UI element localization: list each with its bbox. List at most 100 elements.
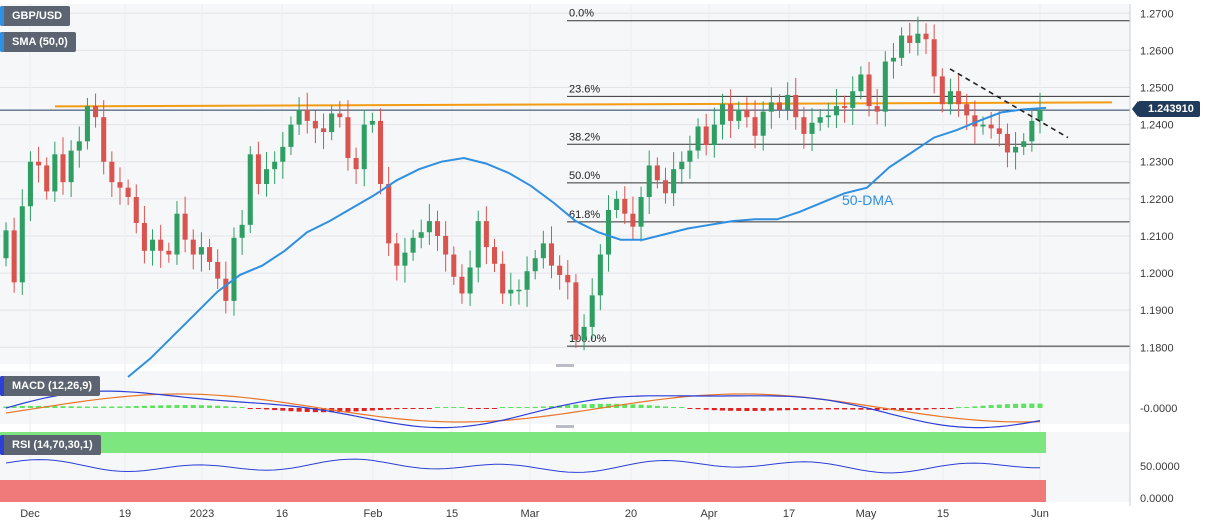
candle-body: [996, 128, 1002, 134]
y-tick-label: 1.2600: [1140, 45, 1174, 57]
macd-hist-bar: [76, 406, 82, 408]
candle-body: [833, 106, 839, 116]
x-tick-label: May: [856, 508, 877, 520]
candle-body: [622, 198, 628, 214]
candle-body: [899, 35, 905, 58]
macd-hist-bar: [215, 405, 221, 408]
candle-body: [874, 106, 880, 112]
macd-hist-bar: [809, 408, 815, 410]
candle-body: [793, 94, 799, 118]
resistance-line: [54, 101, 1113, 108]
candle-body: [907, 35, 913, 43]
candle-body: [272, 161, 278, 170]
macd-hist-bar: [939, 408, 945, 409]
macd-hist-bar: [825, 408, 831, 410]
y-tick-label: 1.2200: [1140, 194, 1174, 206]
candle-body: [483, 221, 489, 248]
candle-body: [1029, 120, 1035, 142]
macd-hist-bar: [84, 406, 90, 408]
candle-body: [117, 182, 123, 188]
sma-label[interactable]: SMA (50,0): [0, 32, 76, 52]
sma-text: SMA (50,0): [12, 36, 68, 48]
macd-hist-bar: [915, 408, 921, 410]
candle-body: [304, 109, 310, 121]
x-tick-label: 15: [446, 508, 458, 520]
macd-hist-bar: [662, 406, 669, 408]
macd-hist-bar: [353, 408, 359, 412]
candle-body: [866, 74, 872, 107]
macd-hist-bar: [874, 408, 880, 410]
macd-hist-bar: [654, 405, 660, 408]
candle-body: [141, 222, 147, 251]
macd-hist-bar: [11, 406, 17, 408]
macd-hist-bar: [548, 406, 555, 408]
macd-hist-bar: [207, 405, 213, 408]
macd-hist-bar: [52, 406, 58, 408]
candle-body: [1037, 109, 1043, 121]
rsi-level-label: 50.0000: [1140, 461, 1180, 473]
candle-body: [939, 76, 945, 105]
candle-body: [296, 109, 302, 125]
macd-hist-bar: [597, 403, 603, 408]
macd-hist-bar: [931, 408, 937, 410]
candle-body: [605, 209, 612, 255]
macd-hist-bar: [947, 408, 953, 409]
candle-body: [850, 91, 856, 108]
macd-hist-bar: [882, 408, 888, 411]
candle-body: [817, 117, 823, 123]
candle-body: [329, 113, 335, 133]
candle-body: [491, 247, 498, 264]
macd-hist-bar: [638, 404, 644, 408]
candle-body: [825, 115, 831, 118]
candle-body: [166, 250, 172, 255]
candle-body: [280, 146, 286, 162]
macd-hist-bar: [1021, 403, 1027, 408]
symbol-label[interactable]: GBP/USD: [0, 6, 71, 26]
macd-hist-bar: [1037, 403, 1043, 408]
macd-hist-bar: [671, 407, 677, 408]
candle-body: [964, 104, 970, 116]
x-tick-label: Feb: [364, 508, 383, 520]
candle-body: [760, 111, 766, 136]
macd-hist-bar: [744, 408, 750, 411]
macd-hist-bar: [68, 406, 74, 408]
macd-hist-bar: [109, 406, 115, 408]
macd-hist-bar: [223, 406, 229, 408]
candle-body: [312, 120, 318, 129]
macd-hist-bar: [1013, 403, 1019, 408]
candle-body: [679, 161, 685, 170]
candle-body: [776, 102, 782, 110]
candle-body: [931, 39, 937, 77]
candle-body: [264, 169, 270, 184]
candle-body: [418, 232, 424, 238]
candle-body: [597, 254, 603, 296]
candle-body: [109, 161, 115, 183]
macd-hist-bar: [483, 408, 489, 409]
macd-hist-bar: [776, 408, 782, 411]
candle-body: [532, 258, 538, 272]
rsi-label[interactable]: RSI (14,70,30,1): [0, 435, 101, 455]
fib-label: 0.0%: [569, 8, 594, 20]
panel-handle: [556, 364, 574, 367]
candle-body: [158, 239, 164, 251]
y-tick-label: 1.2300: [1140, 157, 1174, 169]
candle-body: [654, 165, 660, 181]
candle-body: [402, 252, 408, 266]
candle-body: [3, 230, 9, 259]
macd-hist-bar: [589, 404, 595, 408]
symbol-text: GBP/USD: [12, 10, 63, 22]
candle-body: [174, 213, 180, 255]
candle-body: [451, 254, 457, 277]
macd-hist-bar: [573, 404, 579, 408]
macd-hist-bar: [858, 408, 864, 410]
macd-hist-bar: [377, 408, 384, 411]
macd-hist-bar: [956, 407, 962, 408]
macd-hist-bar: [752, 408, 758, 411]
macd-label[interactable]: MACD (12,26,9): [0, 376, 101, 396]
macd-hist-bar: [166, 405, 172, 408]
macd-hist-bar: [711, 408, 717, 411]
candle-body: [434, 221, 441, 236]
macd-hist-bar: [418, 408, 424, 409]
